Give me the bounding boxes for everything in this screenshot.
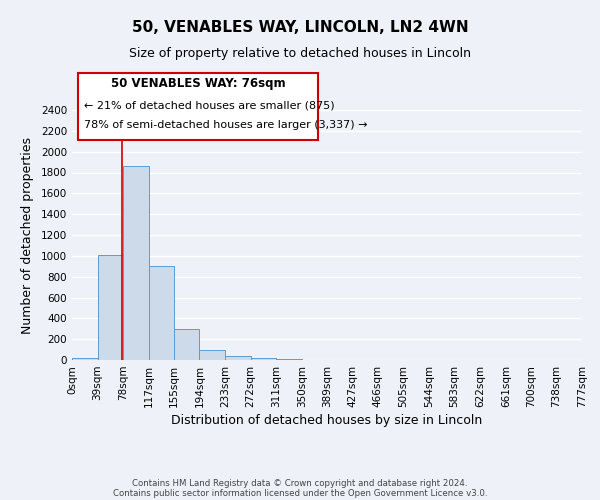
Bar bbox=[225, 356, 251, 360]
Text: Size of property relative to detached houses in Lincoln: Size of property relative to detached ho… bbox=[129, 48, 471, 60]
Bar bbox=[276, 359, 302, 360]
Y-axis label: Number of detached properties: Number of detached properties bbox=[21, 136, 34, 334]
Text: Contains HM Land Registry data © Crown copyright and database right 2024.: Contains HM Land Registry data © Crown c… bbox=[132, 478, 468, 488]
Bar bbox=[98, 255, 123, 360]
Text: 50, VENABLES WAY, LINCOLN, LN2 4WN: 50, VENABLES WAY, LINCOLN, LN2 4WN bbox=[131, 20, 469, 35]
Bar bbox=[251, 358, 276, 360]
Bar bbox=[72, 358, 98, 360]
Text: ← 21% of detached houses are smaller (875): ← 21% of detached houses are smaller (87… bbox=[84, 100, 335, 110]
Text: Contains public sector information licensed under the Open Government Licence v3: Contains public sector information licen… bbox=[113, 488, 487, 498]
Text: 50 VENABLES WAY: 76sqm: 50 VENABLES WAY: 76sqm bbox=[110, 78, 286, 90]
Bar bbox=[199, 350, 225, 360]
Bar bbox=[174, 329, 199, 360]
X-axis label: Distribution of detached houses by size in Lincoln: Distribution of detached houses by size … bbox=[172, 414, 482, 427]
Bar bbox=[123, 166, 149, 360]
Bar bbox=[149, 266, 174, 360]
Text: 78% of semi-detached houses are larger (3,337) →: 78% of semi-detached houses are larger (… bbox=[84, 120, 367, 130]
